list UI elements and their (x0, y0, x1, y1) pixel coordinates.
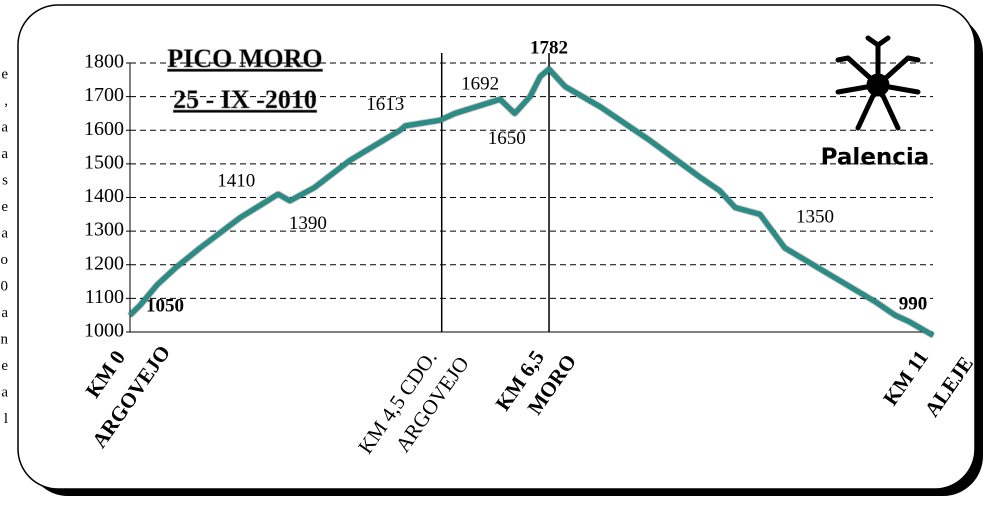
value-label: 1782 (530, 37, 568, 58)
y-tick-label: 1700 (84, 84, 124, 106)
side-text-fragment: a (1, 146, 8, 162)
chart-subtitle: 25 - IX -2010 (173, 85, 317, 114)
frame (17, 4, 976, 490)
side-text-fragment: e (1, 199, 8, 215)
logo-flake (835, 35, 921, 131)
elevation-line (128, 66, 935, 338)
y-tick-label: 1600 (84, 118, 124, 140)
side-text-fragment: s (2, 172, 8, 188)
value-label: 990 (899, 294, 928, 315)
value-label: 1050 (146, 296, 184, 317)
value-label: 1692 (461, 74, 499, 95)
value-label: 1350 (796, 207, 834, 228)
logo-center (866, 73, 890, 97)
side-text-fragment: a (1, 305, 8, 321)
side-text-fragment: a (1, 119, 8, 135)
side-text-fragment: l (4, 411, 8, 427)
value-label: 1613 (366, 94, 404, 115)
value-label: 1390 (289, 213, 327, 234)
y-tick-label: 1800 (84, 51, 124, 73)
side-text-fragment: a (1, 384, 8, 400)
logo-text: Palencia (821, 145, 930, 171)
side-text-fragment: o (1, 252, 9, 268)
y-tick-label: 1400 (84, 185, 124, 207)
value-label: 1410 (217, 170, 255, 191)
side-text-fragment: n (1, 331, 9, 347)
y-tick-label: 1000 (84, 320, 124, 342)
y-tick-label: 1200 (84, 252, 124, 274)
y-tick-label: 1300 (84, 219, 124, 241)
side-text-fragment: 0 (1, 278, 9, 294)
side-text-fragment: , (4, 93, 8, 109)
logo (835, 35, 921, 131)
side-text-fragment: e (1, 66, 8, 82)
side-text-fragment: e (1, 358, 8, 374)
y-tick-label: 1100 (85, 286, 124, 308)
y-tick-label: 1500 (84, 151, 124, 173)
side-text-fragment: a (1, 225, 8, 241)
value-label: 1650 (488, 128, 526, 149)
chart-title: PICO MORO (167, 44, 322, 73)
